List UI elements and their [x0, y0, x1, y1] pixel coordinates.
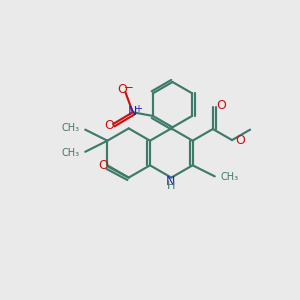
Text: −: −	[123, 81, 133, 94]
Text: H: H	[167, 181, 176, 191]
Text: N: N	[128, 105, 137, 118]
Text: O: O	[99, 159, 109, 172]
Text: CH₃: CH₃	[62, 148, 80, 158]
Text: O: O	[216, 100, 226, 112]
Text: O: O	[117, 83, 127, 96]
Text: CH₃: CH₃	[62, 123, 80, 134]
Text: CH₃: CH₃	[220, 172, 238, 182]
Text: O: O	[104, 119, 114, 132]
Text: O: O	[235, 134, 245, 148]
Text: N: N	[166, 175, 175, 188]
Text: +: +	[134, 104, 142, 114]
